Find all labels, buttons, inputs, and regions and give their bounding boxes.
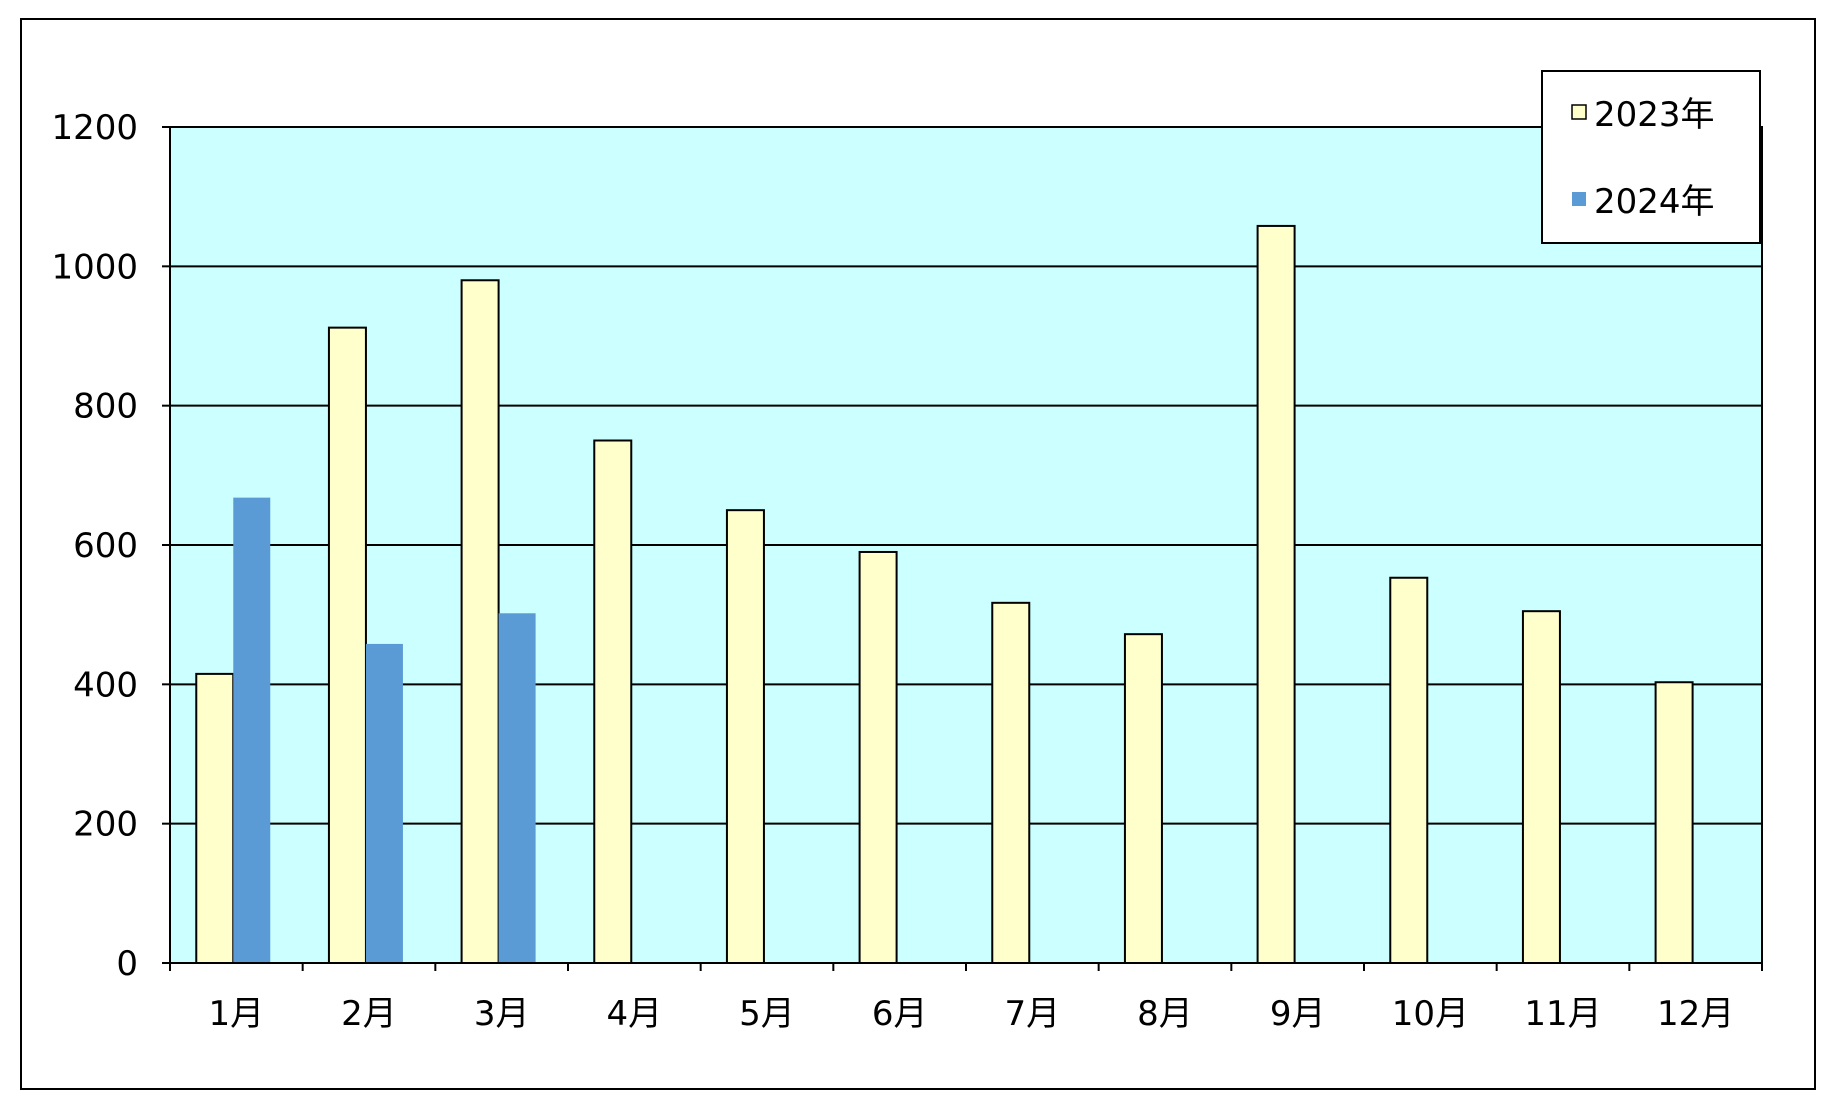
bar-series-1 [1654, 681, 1694, 964]
y-tick-label: 1000 [51, 247, 138, 287]
y-tick-label: 800 [73, 387, 138, 427]
y-tick-label: 200 [73, 805, 138, 845]
bar-series-1 [460, 279, 500, 964]
bar-series-1 [858, 550, 898, 964]
gridlines [170, 265, 1762, 825]
x-tick-label: 3月 [474, 994, 530, 1034]
bar-series-1 [991, 601, 1031, 964]
y-tick-label: 1200 [51, 108, 138, 148]
y-tick-label: 600 [73, 526, 138, 566]
bars [195, 224, 1694, 965]
legend-swatch [1571, 104, 1587, 120]
bar-series-1 [195, 672, 235, 965]
x-tick-label: 12月 [1657, 994, 1734, 1034]
x-tick-label: 1月 [209, 994, 265, 1034]
x-tick-label: 9月 [1270, 994, 1326, 1034]
y-tick-label: 400 [73, 665, 138, 705]
bar-series-1 [327, 326, 367, 964]
bar-series-1 [1521, 610, 1561, 965]
bar-series-2 [233, 497, 271, 963]
x-tick-label: 4月 [607, 994, 663, 1034]
x-tick-label: 2月 [341, 994, 397, 1034]
bar-series-2 [365, 643, 403, 963]
legend-swatch [1572, 192, 1586, 206]
legend-label: 2023年 [1594, 95, 1715, 135]
axes: 0 200 400 600 800 1000 1200 1月 2月 3月 4月 5月 6月 7月 8月 9月 1… [51, 108, 1763, 1034]
bar-series-1 [1389, 576, 1429, 964]
bar-series-1 [1123, 633, 1163, 964]
x-tick-label: 7月 [1005, 994, 1061, 1034]
bar-series-1 [593, 439, 633, 964]
legend: 2023年 2024年 [1541, 70, 1761, 244]
bar-series-1 [1256, 224, 1296, 964]
bar-series-1 [725, 509, 765, 964]
x-tick-label: 5月 [739, 994, 795, 1034]
y-tick-label: 0 [116, 944, 138, 984]
x-tick-label: 10月 [1392, 994, 1469, 1034]
x-tick-label: 11月 [1524, 994, 1601, 1034]
x-tick-label: 8月 [1137, 994, 1193, 1034]
x-tick-label: 6月 [872, 994, 928, 1034]
bar-series-2 [498, 613, 536, 963]
legend-box [1541, 70, 1761, 244]
legend-label: 2024年 [1594, 182, 1715, 222]
